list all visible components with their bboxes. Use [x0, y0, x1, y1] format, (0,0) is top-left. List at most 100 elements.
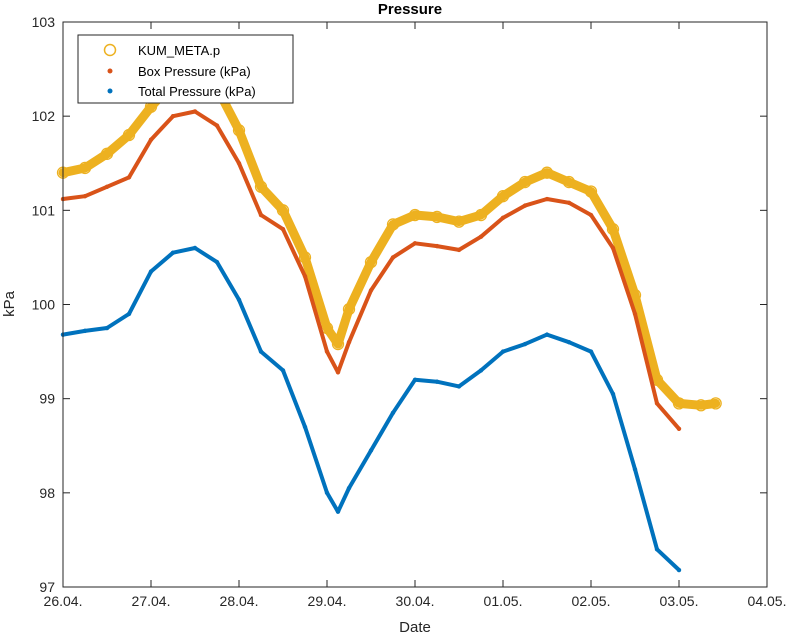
legend-marker-box-pressure	[107, 68, 113, 74]
data-point	[478, 368, 484, 373]
data-point	[390, 255, 396, 260]
data-point	[434, 379, 440, 384]
data-point	[192, 245, 198, 251]
legend-marker-kum-meta	[103, 43, 117, 57]
x-tick-label: 27.04.	[132, 593, 171, 609]
data-point	[280, 368, 286, 373]
data-point	[606, 223, 620, 236]
data-point	[364, 255, 378, 269]
data-point	[236, 297, 242, 302]
data-point	[584, 185, 598, 198]
data-point	[430, 210, 444, 224]
data-point	[368, 288, 374, 293]
legend-marker-total-pressure	[107, 88, 113, 94]
data-point	[610, 391, 616, 397]
data-point	[126, 311, 132, 317]
data-point	[632, 311, 638, 317]
data-point	[522, 203, 528, 208]
data-point	[104, 325, 110, 331]
data-point	[335, 370, 341, 375]
y-tick-label: 102	[32, 108, 56, 124]
x-tick-label: 02.05.	[572, 593, 611, 609]
data-point	[390, 410, 396, 415]
data-point	[214, 123, 220, 128]
data-point	[500, 349, 506, 354]
data-point	[100, 147, 114, 160]
data-point	[148, 269, 154, 274]
data-point	[82, 328, 88, 334]
data-point	[170, 113, 176, 119]
data-point	[126, 175, 132, 180]
legend-label-kum-meta: KUM_META.p	[138, 43, 220, 58]
data-point	[522, 341, 528, 347]
data-point	[302, 274, 308, 279]
data-point	[258, 212, 264, 218]
data-point	[566, 339, 572, 345]
data-point	[335, 509, 341, 514]
data-point	[78, 161, 92, 175]
data-point	[518, 175, 532, 189]
y-tick-label: 97	[39, 579, 55, 595]
series-line-box-pressure	[61, 109, 681, 431]
x-tick-label: 01.05.	[484, 593, 523, 609]
data-point	[324, 490, 330, 496]
data-point	[654, 401, 660, 406]
data-point	[386, 218, 400, 231]
ticks-layer: 26.04. 27.04. 28.04. 29.04. 30.04. 01.05. 02.0…	[32, 14, 787, 609]
data-point	[544, 196, 550, 202]
data-point	[588, 349, 594, 354]
data-point	[588, 212, 594, 218]
data-point	[544, 332, 550, 337]
data-point	[672, 397, 686, 410]
y-tick-label: 100	[32, 297, 56, 313]
data-point	[346, 339, 352, 345]
data-point	[331, 337, 345, 351]
legend-label-total-pressure: Total Pressure (kPa)	[138, 84, 256, 99]
data-point	[298, 251, 312, 264]
data-point	[478, 234, 484, 239]
data-point	[412, 241, 418, 246]
data-point	[632, 467, 638, 472]
data-point	[302, 424, 308, 430]
data-point	[236, 161, 242, 166]
series-line-total-pressure	[61, 246, 681, 572]
data-point	[122, 128, 136, 142]
x-tick-label: 28.04.	[220, 593, 259, 609]
chart-title: Pressure	[378, 1, 442, 18]
series-box-pressure	[60, 109, 682, 431]
y-tick-label: 98	[39, 485, 55, 501]
data-point	[694, 399, 708, 412]
data-point	[456, 247, 462, 253]
x-tick-label: 29.04.	[308, 593, 347, 609]
data-point	[676, 567, 682, 573]
data-point	[408, 208, 422, 222]
x-tick-label: 04.05.	[748, 593, 787, 609]
data-point	[654, 547, 660, 552]
data-point	[254, 180, 268, 193]
data-point	[214, 259, 220, 265]
data-point	[104, 184, 110, 189]
data-point	[540, 166, 554, 179]
data-point	[452, 215, 466, 228]
data-point	[232, 124, 246, 137]
data-point	[709, 397, 722, 410]
y-tick-label: 101	[32, 202, 56, 218]
data-point	[562, 175, 576, 189]
x-tick-label: 30.04.	[396, 593, 435, 609]
y-tick-label: 103	[32, 14, 56, 30]
data-point	[496, 190, 510, 203]
data-point	[456, 384, 462, 389]
legend-label-box-pressure: Box Pressure (kPa)	[138, 64, 251, 79]
data-point	[566, 200, 572, 205]
data-point	[500, 215, 506, 221]
data-point	[368, 448, 374, 453]
legend: KUM_META.p Box Pressure (kPa) Total Pres…	[77, 34, 294, 104]
data-point	[434, 243, 440, 249]
x-tick-label: 26.04.	[44, 593, 83, 609]
data-point	[610, 245, 616, 251]
data-point	[276, 204, 290, 217]
data-point	[148, 137, 154, 142]
y-tick-label: 99	[39, 391, 55, 407]
